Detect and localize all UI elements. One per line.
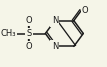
Text: O: O <box>81 6 88 15</box>
Text: N: N <box>52 42 58 51</box>
Text: O: O <box>26 16 33 25</box>
Text: N: N <box>52 16 58 25</box>
Text: S: S <box>27 29 32 38</box>
Text: CH₃: CH₃ <box>0 29 16 38</box>
Text: O: O <box>26 42 33 51</box>
